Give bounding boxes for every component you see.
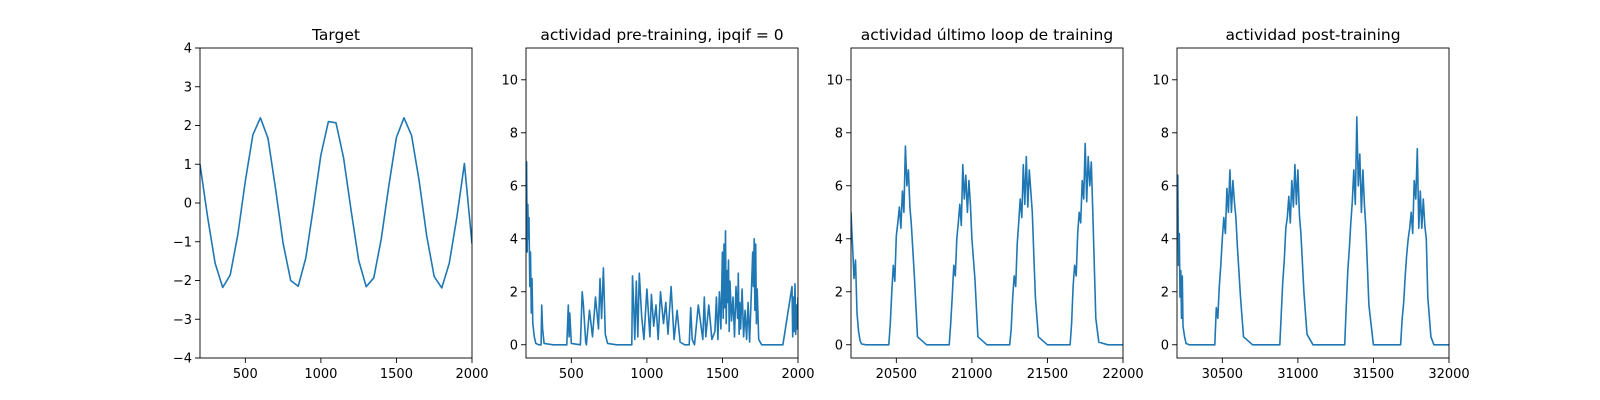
chart-title-2: actividad pre-training, ipqif = 0 — [540, 26, 783, 44]
chart-panel-3: 20500 21000 21500 22000 0 2 4 6 8 10 actividad últ… — [826, 26, 1143, 382]
x-tick-label-2-2: 1000 — [630, 367, 663, 382]
y-tick-label-2-1: 0 — [510, 338, 518, 353]
y-tick-label-2-5: 8 — [510, 126, 518, 141]
chart-panel-2: 500 1000 1500 2000 0 2 4 6 8 10 actividad pre-trai… — [501, 26, 814, 382]
x-tick-label-4-3: 31500 — [1353, 367, 1394, 382]
y-tick-label-2-4: 6 — [510, 179, 518, 194]
series-line-1-1 — [200, 117, 472, 289]
y-tick-label-2-2: 2 — [510, 285, 518, 300]
x-tick-label-1-3: 1500 — [380, 367, 413, 382]
chart-title-3: actividad último loop de training — [861, 26, 1113, 44]
y-tick-label-3-1: 0 — [835, 338, 843, 353]
y-tick-label-1-7: 2 — [184, 119, 192, 134]
y-tick-label-3-5: 8 — [835, 126, 843, 141]
y-tick-label-1-1: −4 — [173, 352, 192, 367]
x-tick-label-4-4: 32000 — [1428, 367, 1469, 382]
x-tick-label-3-2: 21000 — [951, 367, 992, 382]
y-tick-label-2-6: 10 — [501, 73, 518, 88]
axes-frame-1 — [199, 47, 473, 359]
y-tick-label-1-3: −2 — [173, 274, 192, 289]
chart-panel-1: 500 1000 1500 2000 −4 −3 −2 −1 0 1 2 3 4 Target — [173, 26, 489, 382]
y-tick-label-1-4: −1 — [173, 235, 192, 250]
y-tick-label-1-5: 0 — [184, 197, 192, 212]
x-tick-label-2-1: 500 — [559, 367, 584, 382]
y-tick-label-4-2: 2 — [1161, 285, 1169, 300]
x-tick-label-3-1: 20500 — [876, 367, 917, 382]
x-tick-label-1-2: 1000 — [304, 367, 337, 382]
y-tick-label-4-6: 10 — [1152, 73, 1169, 88]
axes-frame-2 — [525, 47, 799, 359]
x-tick-label-4-1: 30500 — [1202, 367, 1243, 382]
series-line-2-1 — [526, 161, 798, 346]
x-tick-label-4-2: 31000 — [1277, 367, 1318, 382]
axes-frame-4 — [1176, 47, 1450, 359]
chart-title-4: actividad post-training — [1225, 26, 1400, 44]
y-tick-label-4-4: 6 — [1161, 179, 1169, 194]
x-tick-label-3-3: 21500 — [1027, 367, 1068, 382]
x-tick-label-2-4: 2000 — [781, 367, 814, 382]
y-tick-label-4-5: 8 — [1161, 126, 1169, 141]
chart-title-1: Target — [311, 26, 360, 44]
y-tick-label-1-6: 1 — [184, 158, 192, 173]
y-tick-label-3-2: 2 — [835, 285, 843, 300]
y-tick-label-1-2: −3 — [173, 313, 192, 328]
x-tick-label-3-4: 22000 — [1102, 367, 1143, 382]
y-tick-label-4-3: 4 — [1161, 232, 1169, 247]
chart-panel-4: 30500 31000 31500 32000 0 2 4 6 8 10 actividad pos… — [1152, 26, 1469, 382]
y-tick-label-1-9: 4 — [184, 42, 192, 57]
y-tick-label-1-8: 3 — [184, 80, 192, 95]
axes-frame-3 — [850, 47, 1124, 359]
series-line-3-1 — [851, 142, 1123, 346]
y-tick-label-2-3: 4 — [510, 232, 518, 247]
series-line-4-1 — [1177, 116, 1449, 346]
x-tick-label-1-4: 2000 — [455, 367, 488, 382]
x-tick-label-1-1: 500 — [233, 367, 258, 382]
y-tick-label-3-6: 10 — [826, 73, 843, 88]
y-tick-label-3-3: 4 — [835, 232, 843, 247]
y-tick-label-3-4: 6 — [835, 179, 843, 194]
x-tick-label-2-3: 1500 — [706, 367, 739, 382]
y-tick-label-4-1: 0 — [1161, 338, 1169, 353]
